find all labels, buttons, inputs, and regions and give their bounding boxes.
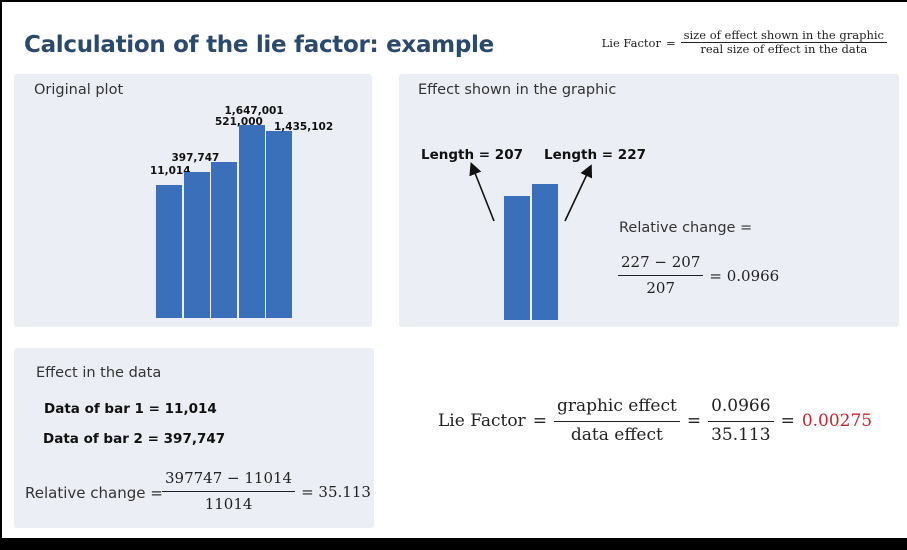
- data-effect-heading: Effect in the data: [36, 365, 162, 381]
- length-1-label: Length = 207: [421, 147, 523, 163]
- original-bar: [266, 131, 292, 318]
- zoomed-bar: [532, 183, 558, 320]
- arrow-right-icon: [564, 164, 593, 222]
- definition-numerator: size of effect shown in the graphic: [680, 28, 887, 44]
- slide: Calculation of the lie factor: example L…: [2, 2, 907, 538]
- data-change-result: = 35.113: [301, 482, 371, 501]
- data-change-fraction: 397747 − 11014 11014: [162, 469, 296, 514]
- graphic-change-result: = 0.0966: [709, 266, 780, 285]
- original-bar-value-label: 1,647,001: [224, 105, 284, 117]
- original-bar: [183, 172, 210, 318]
- data-change-denominator: 11014: [204, 495, 253, 514]
- original-bar-chart: 11,014 397,747 521,000 1,647,001 1,435,102: [14, 74, 372, 327]
- original-bar-value-label: 11,014: [150, 165, 191, 177]
- lie-factor-den2: 35.113: [711, 424, 771, 445]
- original-bar-value-label: 397,747: [171, 152, 220, 164]
- lie-factor-eq1: =: [532, 411, 547, 432]
- length-2-label: Length = 227: [544, 147, 646, 163]
- original-bar: [238, 125, 265, 318]
- definition-equals: =: [665, 35, 676, 50]
- original-bar: [156, 185, 182, 318]
- zoomed-bar: [504, 195, 530, 320]
- lie-factor-calculation: Lie Factor = graphic effect data effect …: [438, 396, 873, 445]
- arrow-left-icon: [469, 162, 495, 222]
- graphic-effect-panel: Effect shown in the graphic Length = 207…: [399, 74, 899, 327]
- graphic-change-denominator: 207: [646, 279, 675, 298]
- data-bar-1: Data of bar 1 = 11,014: [44, 401, 217, 417]
- original-plot-panel: Original plot 11,014 397,747 521,000 1,647,…: [14, 74, 372, 327]
- zoomed-bars: [399, 74, 899, 327]
- lie-factor-den1: data effect: [570, 424, 663, 445]
- data-effect-panel: Effect in the data Data of bar 1 = 11,01…: [14, 348, 374, 528]
- data-relative-change-formula: 397747 − 11014 11014 = 35.113: [162, 469, 371, 514]
- data-relative-change-label: Relative change =: [25, 484, 163, 502]
- lie-factor-eq2: =: [686, 411, 702, 432]
- definition-lhs: Lie Factor: [601, 35, 661, 50]
- original-bar-value-label: 1,435,102: [274, 121, 334, 133]
- graphic-change-numerator: 227 − 207: [618, 253, 704, 277]
- definition-denominator: real size of effect in the data: [700, 42, 868, 57]
- arrows: [469, 162, 593, 222]
- page-title: Calculation of the lie factor: example: [24, 32, 494, 58]
- lie-factor-num2: 0.0966: [708, 396, 774, 422]
- graphic-effect-heading: Effect shown in the graphic: [418, 82, 617, 98]
- lie-factor-result: 0.00275: [801, 411, 873, 432]
- original-plot-heading: Original plot: [34, 82, 124, 98]
- graphic-relative-change-formula: 227 − 207 207 = 0.0966: [618, 253, 780, 298]
- lie-factor-fraction-2: 0.0966 35.113: [708, 396, 774, 445]
- graphic-change-fraction: 227 − 207 207: [618, 253, 704, 298]
- data-change-numerator: 397747 − 11014: [162, 469, 296, 493]
- graphic-relative-change-label: Relative change =: [619, 220, 753, 236]
- lie-factor-lhs: Lie Factor: [438, 411, 526, 432]
- original-bar: [211, 162, 237, 318]
- data-bar-2: Data of bar 2 = 397,747: [43, 431, 226, 447]
- definition-fraction: size of effect shown in the graphic real…: [680, 28, 887, 57]
- lie-factor-fraction-1: graphic effect data effect: [553, 396, 680, 445]
- lie-factor-num1: graphic effect: [553, 396, 680, 422]
- lie-factor-definition: Lie Factor = size of effect shown in the…: [601, 28, 887, 57]
- lie-factor-eq3: =: [780, 411, 795, 432]
